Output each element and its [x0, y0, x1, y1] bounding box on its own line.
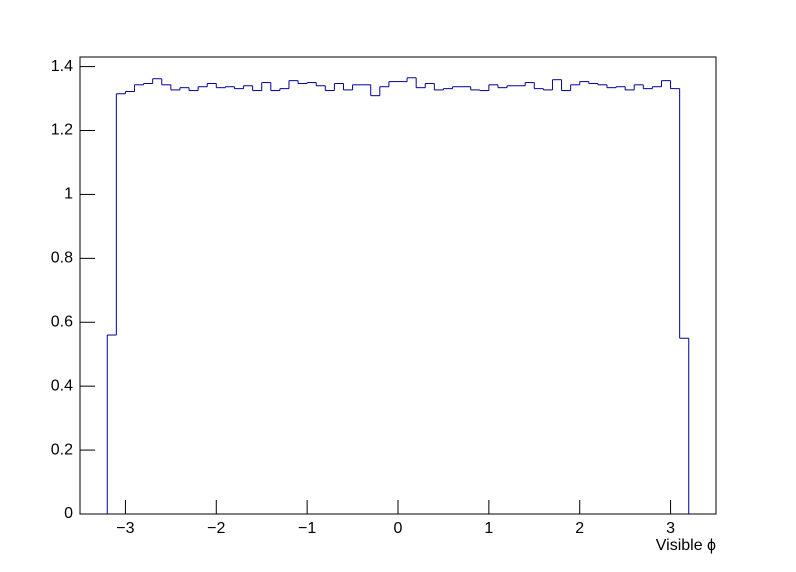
y-tick-label: 0.4 [51, 377, 73, 394]
x-tick-label: 2 [575, 520, 584, 537]
y-tick-label: 1 [64, 186, 73, 203]
y-tick-label: 0.2 [51, 441, 73, 458]
plot-frame [79, 56, 717, 515]
y-tick-label: 1.2 [51, 122, 73, 139]
x-tick-label: −1 [298, 520, 316, 537]
y-tick-label: 1.4 [51, 58, 73, 75]
x-tick-label: −2 [207, 520, 225, 537]
y-tick-label: 0.6 [51, 313, 73, 330]
x-axis-label: Visible ϕ [656, 537, 716, 554]
x-tick-label: 1 [484, 520, 493, 537]
y-tick-label: 0 [64, 505, 73, 522]
x-tick-label: 0 [394, 520, 403, 537]
y-tick-label: 0.8 [51, 250, 73, 267]
x-tick-label: 3 [666, 520, 675, 537]
x-tick-label: −3 [116, 520, 134, 537]
